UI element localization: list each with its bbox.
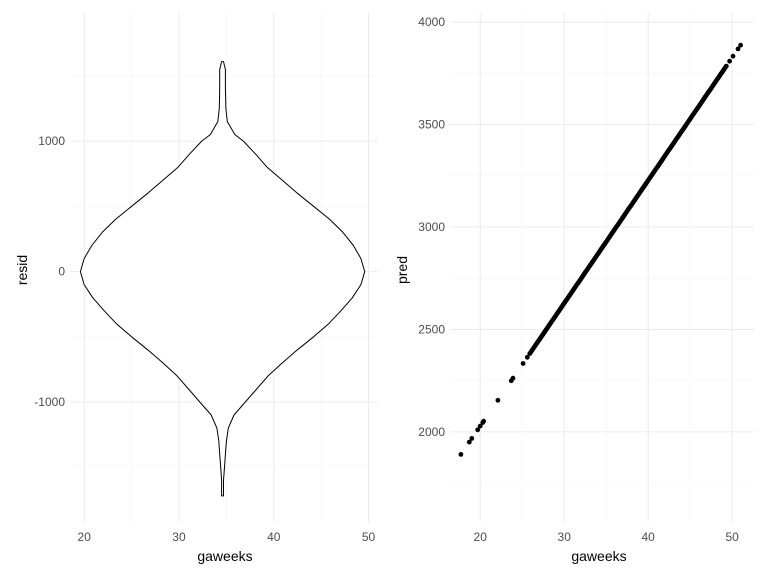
y-axis-title: resid <box>14 255 30 285</box>
scatter-point <box>520 361 526 366</box>
scatter-point <box>735 46 741 52</box>
x-tick-label: 20 <box>78 530 92 544</box>
scatter-point <box>730 53 736 59</box>
x-axis-title: gaweeks <box>571 548 626 564</box>
violin-shape <box>79 61 366 497</box>
scatter-points <box>458 42 743 457</box>
scatter-point <box>738 42 743 48</box>
scatter-point <box>727 58 732 64</box>
x-tick-label: 30 <box>558 530 572 544</box>
x-tick-label: 40 <box>267 530 281 544</box>
x-tick-label: 40 <box>642 530 656 544</box>
x-axis-title: gaweeks <box>197 548 252 564</box>
scatter-point <box>510 375 516 381</box>
x-tick-labels: 20 30 40 50 <box>474 530 740 544</box>
y-tick-label: 3000 <box>418 220 445 234</box>
scatter-point <box>495 397 501 403</box>
y-tick-label: 2000 <box>418 425 445 439</box>
scatter-point <box>723 63 729 69</box>
scatter-point <box>469 436 475 441</box>
scatter-point <box>475 427 481 433</box>
grid <box>450 12 754 522</box>
scatter-point <box>466 439 472 445</box>
violin-marks <box>79 61 366 497</box>
y-axis-title: pred <box>394 256 410 284</box>
x-tick-label: 50 <box>725 530 739 544</box>
x-tick-labels: 20 30 40 50 <box>78 530 376 544</box>
y-tick-label: 4000 <box>418 15 445 29</box>
scatter-point <box>458 452 464 457</box>
x-tick-label: 20 <box>474 530 488 544</box>
scatter-point <box>477 423 483 429</box>
scatter-point <box>524 354 530 360</box>
y-tick-labels: -1000 0 1000 <box>34 134 65 409</box>
y-tick-label: 3500 <box>418 118 445 132</box>
scatter-point <box>481 418 486 424</box>
x-tick-label: 50 <box>362 530 376 544</box>
y-tick-labels: 2000 2500 3000 3500 4000 <box>418 15 445 439</box>
pred-scatter-panel: 20 30 40 50 2000 2500 3000 3500 4000 gaweeks pr… <box>394 12 754 564</box>
y-tick-label: 2500 <box>418 322 445 336</box>
y-tick-label: 1000 <box>38 134 65 148</box>
resid-violin-panel: 20 30 40 50 -1000 0 1000 gaweeks resid <box>14 12 378 564</box>
x-tick-label: 30 <box>172 530 186 544</box>
y-tick-label: 0 <box>58 265 65 279</box>
y-tick-label: -1000 <box>34 395 65 409</box>
